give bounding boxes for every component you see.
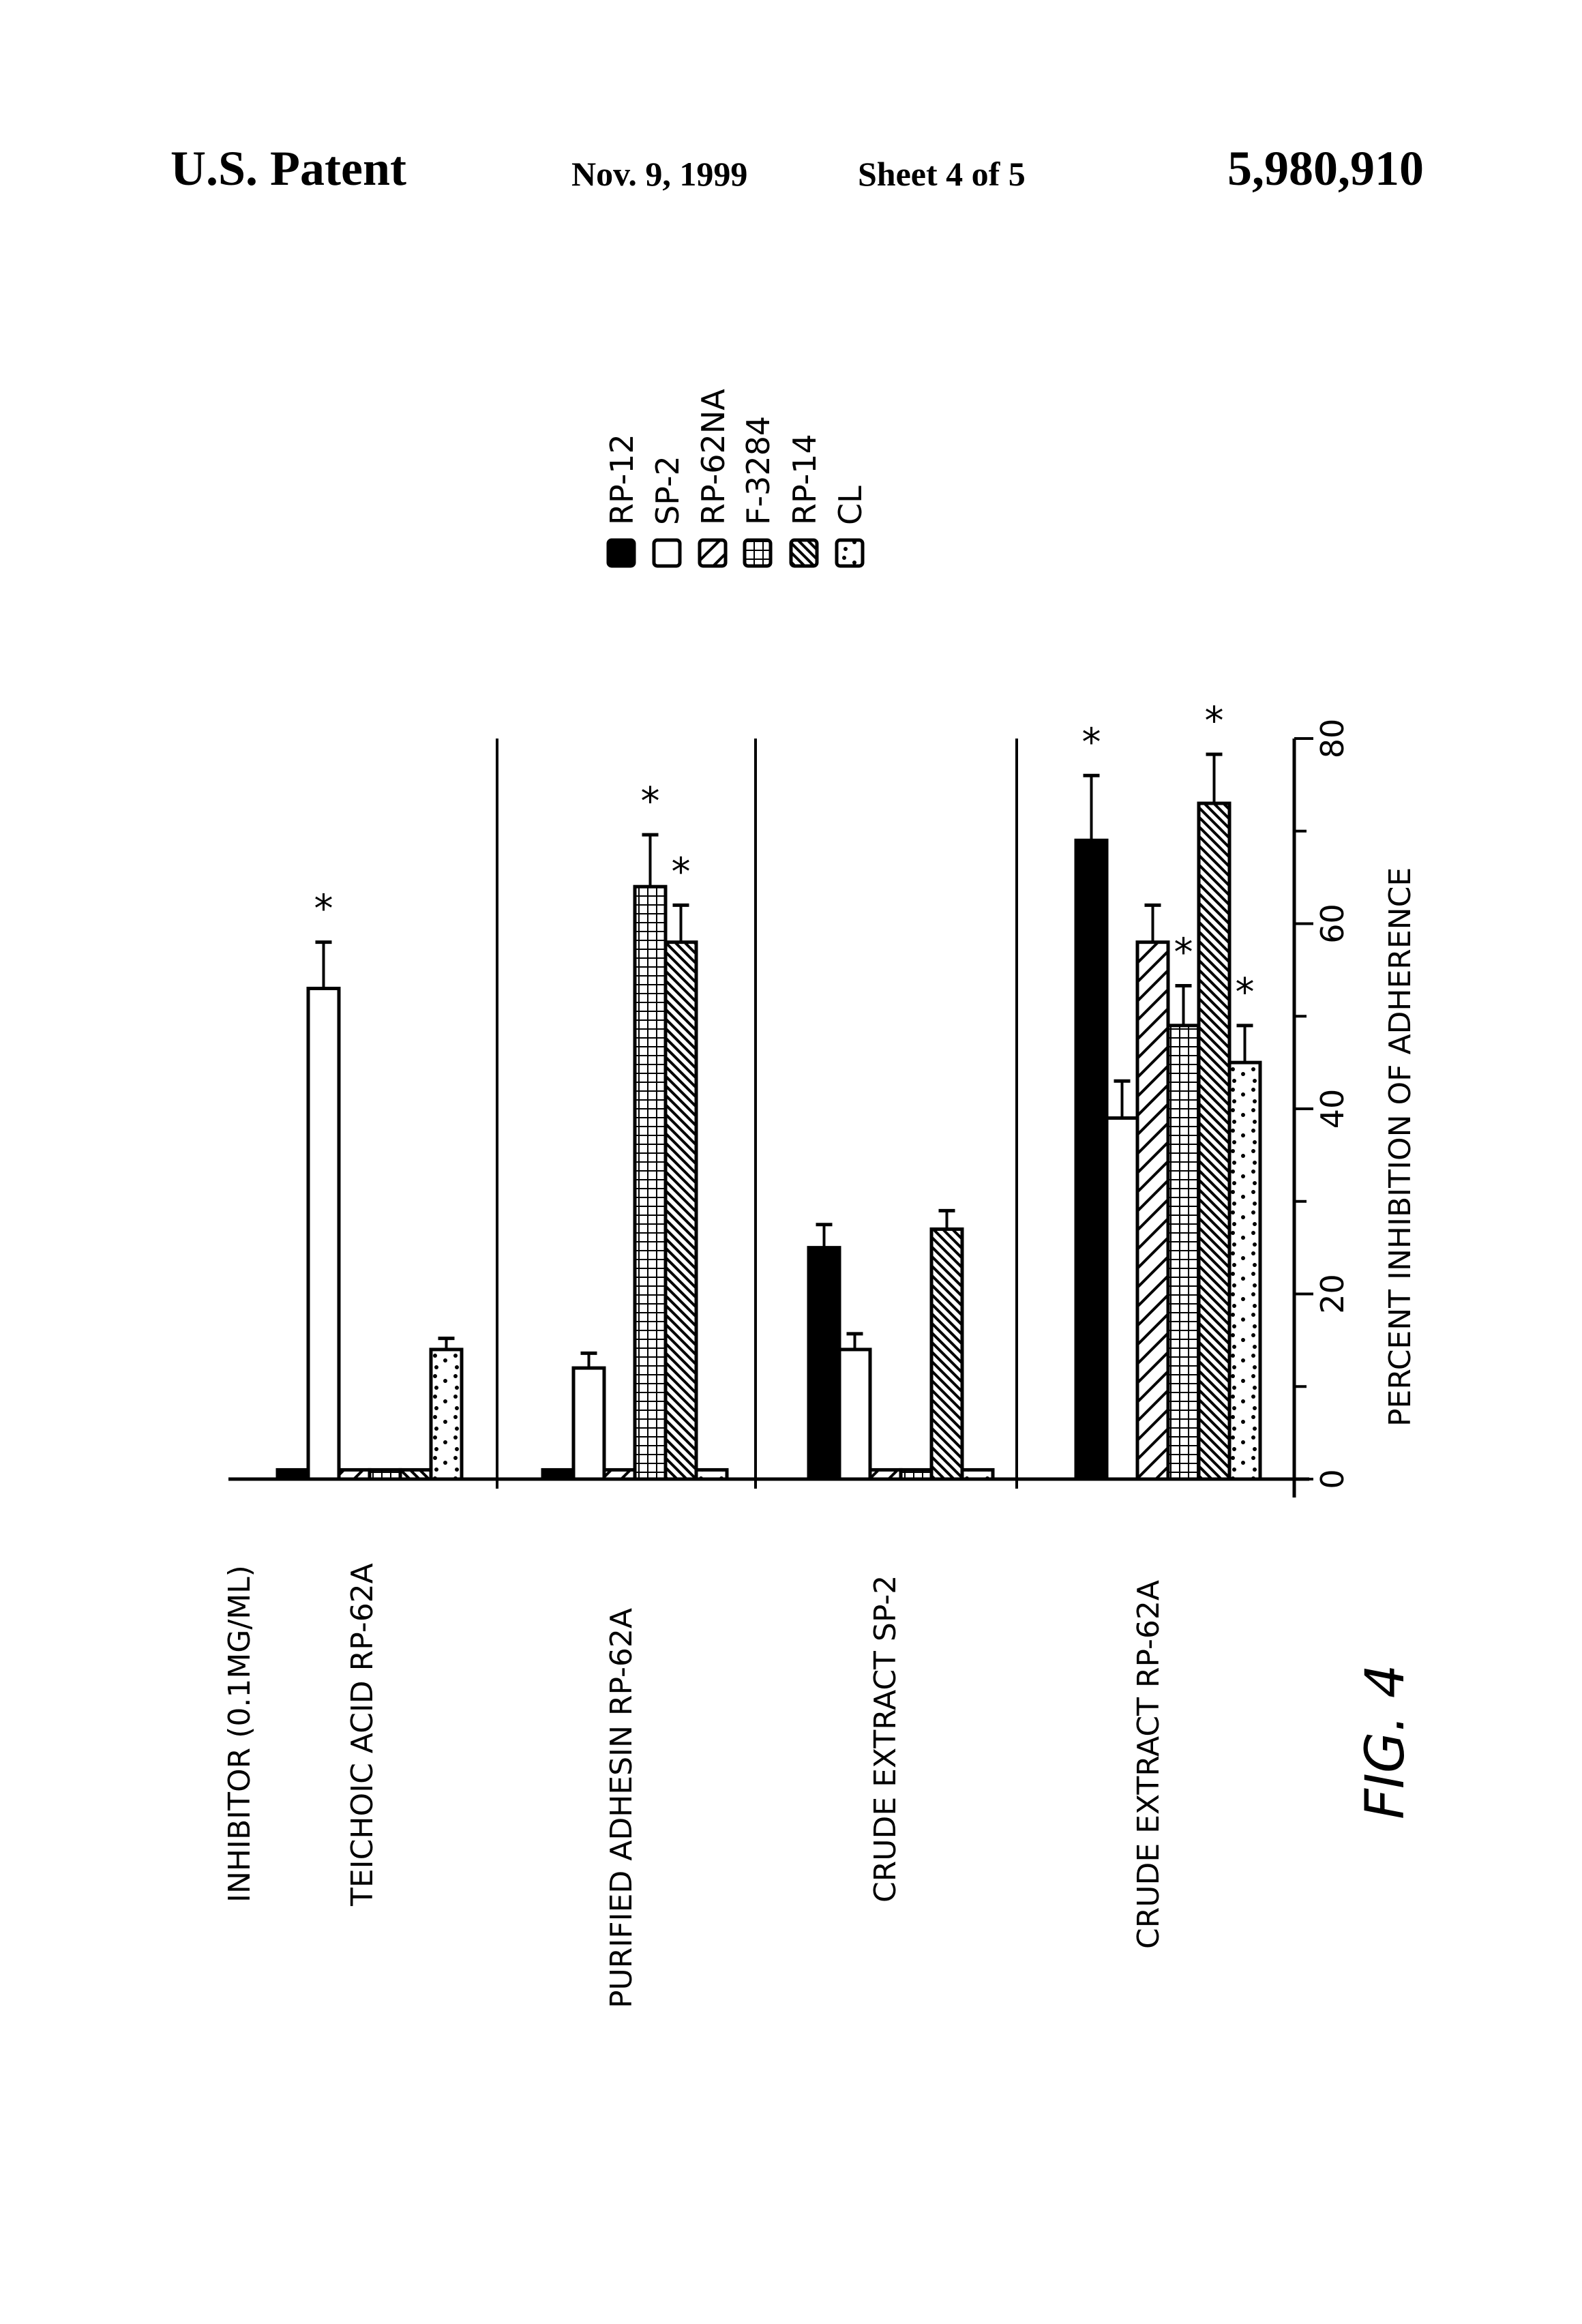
bar-f-3284 (635, 887, 666, 1479)
significance-asterisk: * (1236, 970, 1255, 1015)
bar-group: * * * * (1076, 699, 1260, 1479)
significance-asterisk: * (641, 779, 660, 824)
y-tick-label: 40 (1314, 1089, 1351, 1129)
bar-rp-12 (809, 1248, 839, 1479)
chart-legend: RP-12SP-2RP-62NAF-3284RP-14CL (603, 389, 869, 566)
significance-asterisk: * (672, 850, 691, 894)
bar-sp-2 (839, 1350, 870, 1479)
bar-cl (1229, 1062, 1260, 1479)
legend-swatch-rp-14 (791, 540, 817, 566)
bar-group: ** (543, 779, 727, 1479)
legend-swatch-rp-12 (608, 540, 634, 566)
bar-group (809, 1210, 993, 1479)
bar-rp-14 (666, 942, 696, 1479)
bar-sp-2 (308, 989, 339, 1479)
x-axis-label: INHIBITOR (0.1MG/ML) (222, 1565, 257, 1903)
bar-sp-2 (1107, 1118, 1137, 1479)
y-tick-label: 60 (1314, 904, 1351, 944)
legend-swatch-f-3284 (745, 540, 771, 566)
y-tick-label: 20 (1314, 1274, 1351, 1314)
bar-group: * (278, 887, 462, 1479)
y-axis-ticks: 0 20 40 60 80 (1294, 719, 1351, 1489)
category-label-purified-adhesin: PURIFIED ADHESIN RP-62A (604, 1608, 639, 2008)
legend-label: SP-2 (649, 456, 686, 525)
significance-asterisk: * (314, 887, 333, 932)
bar-rp-14 (931, 1229, 962, 1479)
bar-groups: ******* (278, 699, 1260, 1479)
legend-label: F-3284 (740, 416, 777, 525)
legend-label: RP-14 (786, 434, 823, 525)
bar-rp-12 (1076, 840, 1107, 1479)
category-label-teichoic: TEICHOIC ACID RP-62A (345, 1563, 380, 1907)
bar-cl (431, 1350, 462, 1479)
y-tick-label: 80 (1314, 719, 1351, 759)
legend-label: RP-62NA (695, 389, 732, 525)
legend-swatch-rp-62na (700, 540, 726, 566)
significance-asterisk: * (1205, 699, 1224, 743)
bar-sp-2 (573, 1368, 604, 1479)
figure-label: FIG. 4 (1355, 1664, 1416, 1819)
legend-label: CL (832, 486, 869, 525)
bar-f-3284 (1168, 1026, 1199, 1479)
category-label-crude-rp62a: CRUDE EXTRACT RP-62A (1131, 1580, 1166, 1949)
bar-rp-14 (1199, 803, 1229, 1479)
legend-swatch-sp-2 (654, 540, 680, 566)
legend-swatch-cl (837, 540, 863, 566)
y-axis-label: PERCENT INHIBITION OF ADHERENCE (1383, 867, 1418, 1427)
category-label-crude-sp2: CRUDE EXTRACT SP-2 (868, 1575, 903, 1903)
bar-chart: RP-12SP-2RP-62NAF-3284RP-14CL ******* 02… (0, 0, 1582, 2324)
significance-asterisk: * (1174, 930, 1193, 974)
legend-label: RP-12 (603, 434, 640, 525)
bar-rp-62na (1137, 942, 1168, 1479)
y-tick-label: 0 (1314, 1469, 1351, 1489)
significance-asterisk: * (1082, 720, 1101, 764)
